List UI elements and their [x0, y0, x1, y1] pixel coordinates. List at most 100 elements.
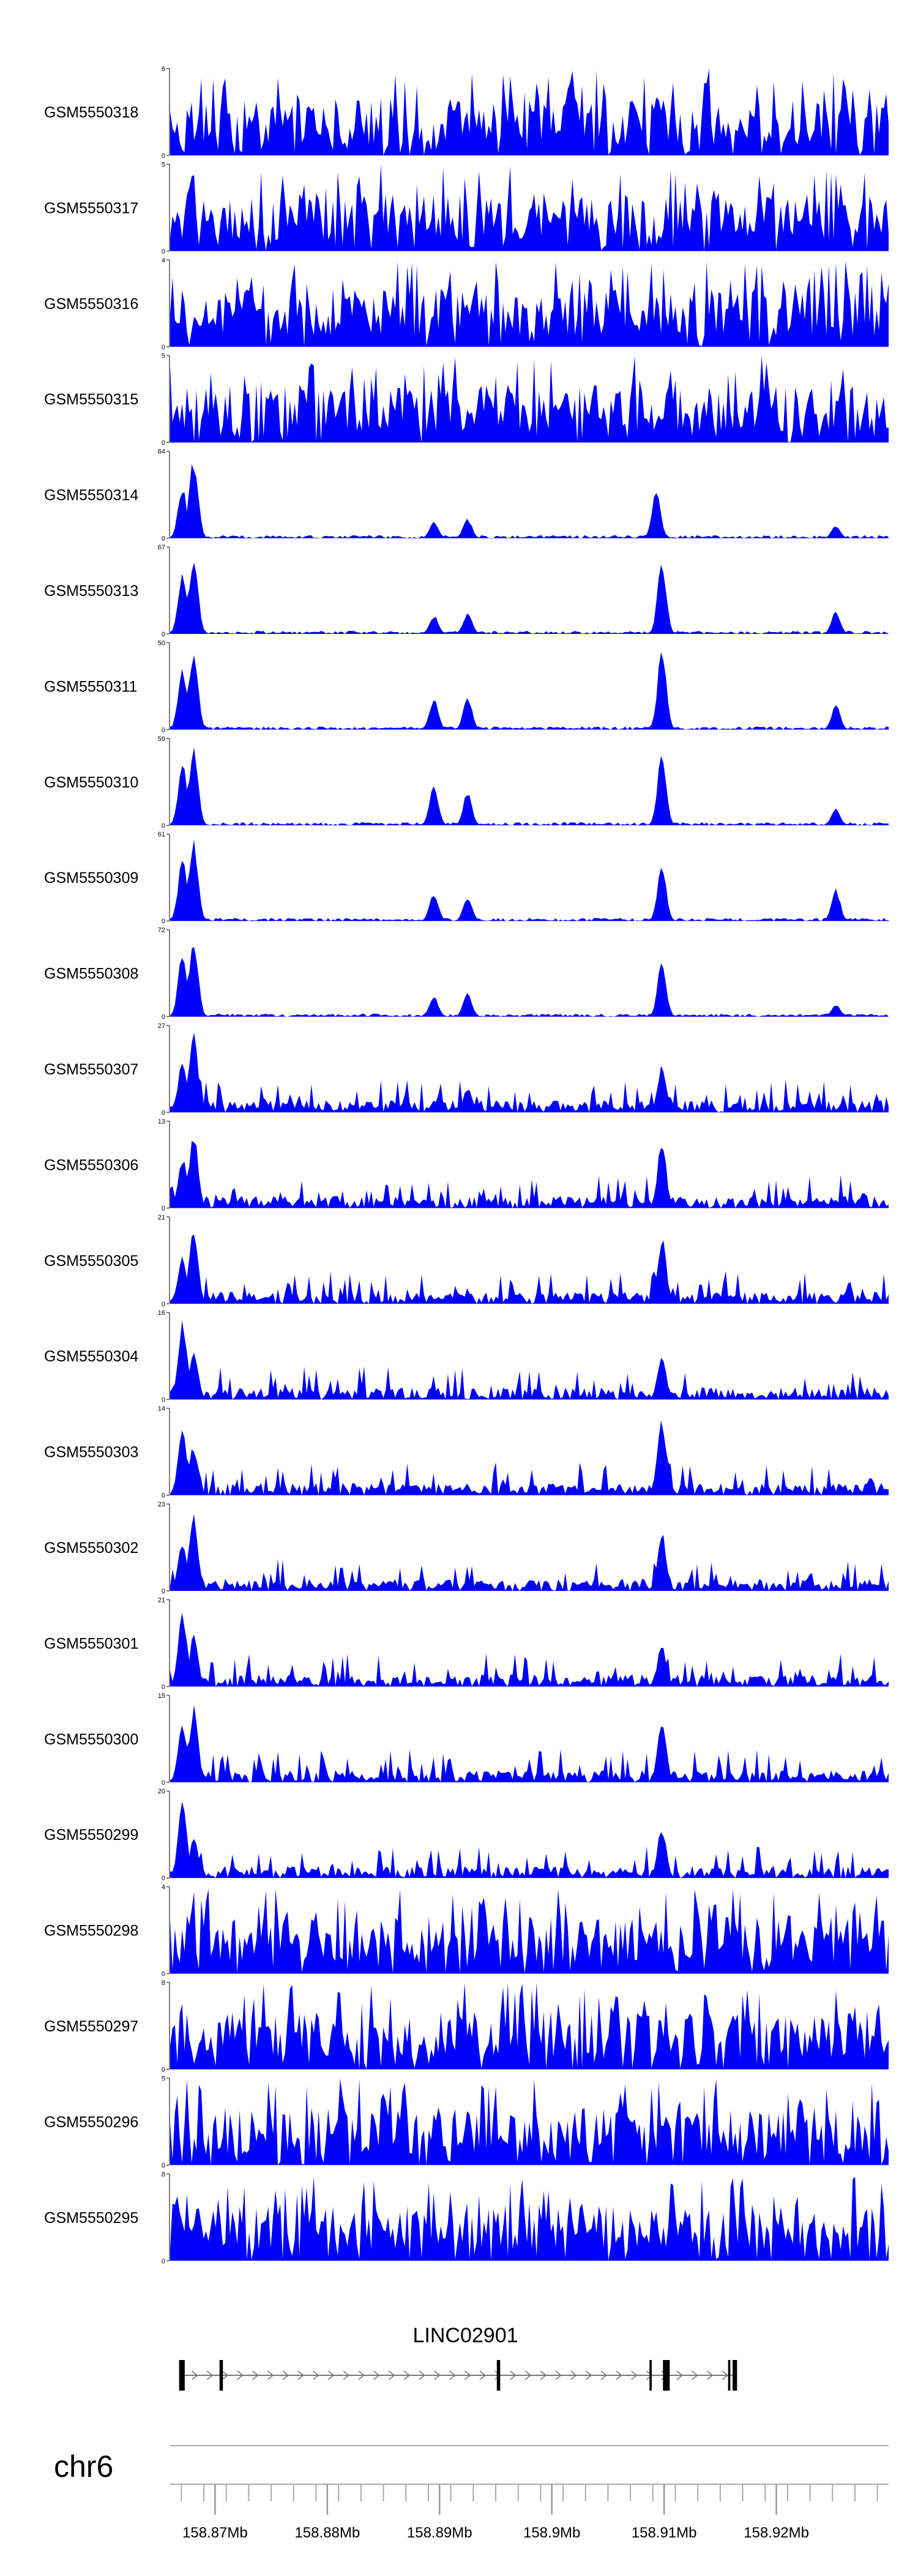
y-max-label: 16 [158, 1309, 165, 1317]
genome-axis: 158.87Mb 158.88Mb 158.89Mb 158.9Mb 158.91Mb 1… [170, 2445, 889, 2541]
coverage-area [170, 652, 889, 730]
y-max-label: 5 [162, 2075, 165, 2082]
track-GSM5550303: GSM5550303 14 0 [44, 1405, 889, 1500]
track-GSM5550316: GSM5550316 4 0 [44, 257, 889, 351]
y-max-label: 72 [158, 927, 165, 934]
chromosome-label: chr6 [54, 2449, 113, 2484]
track-label: GSM5550295 [44, 2209, 138, 2227]
coverage-area [170, 261, 889, 347]
track-label: GSM5550297 [44, 2018, 138, 2035]
coverage-area [170, 2176, 889, 2261]
strand-arrow [722, 2370, 729, 2380]
track-GSM5550317: GSM5550317 5 0 [44, 161, 889, 255]
track-GSM5550300: GSM5550300 15 0 [44, 1692, 889, 1787]
strand-arrow [479, 2370, 487, 2380]
coverage-area [170, 1982, 889, 2069]
coverage-area [170, 1234, 889, 1304]
y-min-label: 0 [162, 152, 165, 160]
axis-tick-label: 158.9Mb [523, 2525, 580, 2541]
track-label: GSM5550313 [44, 583, 138, 600]
strand-arrow [297, 2370, 305, 2380]
track-GSM5550302: GSM5550302 23 0 [44, 1501, 889, 1595]
track-label: GSM5550298 [44, 1923, 138, 1940]
track-label: GSM5550302 [44, 1539, 138, 1557]
y-max-label: 8 [162, 1979, 165, 1987]
track-label: GSM5550318 [44, 104, 138, 121]
strand-arrow [388, 2370, 395, 2380]
strand-arrow [206, 2370, 214, 2380]
exon [733, 2360, 737, 2391]
y-min-label: 0 [162, 1205, 165, 1212]
y-max-label: 13 [158, 1118, 165, 1125]
track-GSM5550301: GSM5550301 21 0 [44, 1596, 889, 1691]
coverage-area [170, 947, 889, 1017]
axis-tick-label: 158.89Mb [407, 2525, 472, 2541]
axis-tick-label: 158.87Mb [182, 2525, 248, 2541]
strand-arrow [646, 2370, 653, 2380]
y-max-label: 21 [158, 1596, 165, 1604]
strand-arrow [312, 2370, 319, 2380]
coverage-area [170, 1705, 889, 1782]
strand-arrow [252, 2370, 259, 2380]
y-max-label: 64 [158, 449, 165, 456]
gene-label: LINC02901 [413, 2324, 518, 2347]
strand-arrow [706, 2370, 714, 2380]
coverage-area [170, 464, 889, 538]
track-label: GSM5550301 [44, 1635, 138, 1652]
coverage-area [170, 1420, 889, 1495]
y-min-label: 0 [162, 1301, 165, 1308]
track-label: GSM5550306 [44, 1156, 138, 1174]
y-max-label: 4 [162, 1884, 165, 1891]
y-min-label: 0 [162, 344, 165, 351]
strand-arrow [373, 2370, 380, 2380]
track-GSM5550309: GSM5550309 61 0 [44, 831, 889, 925]
y-max-label: 21 [158, 1214, 165, 1221]
track-GSM5550315: GSM5550315 5 0 [44, 352, 889, 447]
coverage-area [170, 1320, 889, 1400]
coverage-area [170, 69, 889, 155]
track-GSM5550314: GSM5550314 64 0 [44, 449, 889, 543]
track-label: GSM5550311 [44, 678, 137, 695]
coverage-area [170, 1032, 889, 1112]
track-GSM5550318: GSM5550318 6 0 [44, 65, 889, 160]
y-max-label: 59 [158, 735, 165, 743]
y-min-label: 0 [162, 1875, 165, 1882]
y-min-label: 0 [162, 1492, 165, 1500]
strand-arrow [676, 2370, 684, 2380]
y-max-label: 8 [162, 2171, 165, 2178]
strand-arrow [524, 2370, 532, 2380]
track-label: GSM5550309 [44, 869, 138, 887]
y-min-label: 0 [162, 1779, 165, 1787]
y-max-label: 27 [158, 1022, 165, 1030]
coverage-area [170, 164, 889, 251]
strand-arrow [570, 2370, 577, 2380]
track-GSM5550311: GSM5550311 50 0 [44, 639, 889, 734]
track-GSM5550308: GSM5550308 72 0 [44, 927, 889, 1021]
exon [728, 2360, 731, 2391]
y-min-label: 0 [162, 1014, 165, 1021]
y-min-label: 0 [162, 1971, 165, 1978]
gene-annotation-track: LINC02901 [179, 2324, 737, 2391]
y-max-label: 5 [162, 352, 165, 360]
strand-arrow [282, 2370, 289, 2380]
y-min-label: 0 [162, 2162, 165, 2169]
strand-arrow [419, 2370, 426, 2380]
y-max-label: 20 [158, 1788, 165, 1795]
track-GSM5550299: GSM5550299 20 0 [44, 1788, 889, 1882]
strand-arrow [403, 2370, 411, 2380]
exon [663, 2360, 670, 2391]
exon [219, 2360, 223, 2391]
y-min-label: 0 [162, 248, 165, 255]
axis-tick-label: 158.88Mb [294, 2525, 360, 2541]
exon [649, 2360, 652, 2391]
track-label: GSM5550299 [44, 1826, 138, 1844]
track-label: GSM5550314 [44, 487, 138, 504]
y-min-label: 0 [162, 918, 165, 925]
coverage-area [170, 1612, 889, 1687]
axis-tick-label: 158.91Mb [632, 2525, 697, 2541]
y-min-label: 0 [162, 631, 165, 638]
track-GSM5550297: GSM5550297 8 0 [44, 1979, 889, 2074]
axis-tick-label: 158.92Mb [744, 2525, 809, 2541]
track-label: GSM5550316 [44, 296, 138, 313]
